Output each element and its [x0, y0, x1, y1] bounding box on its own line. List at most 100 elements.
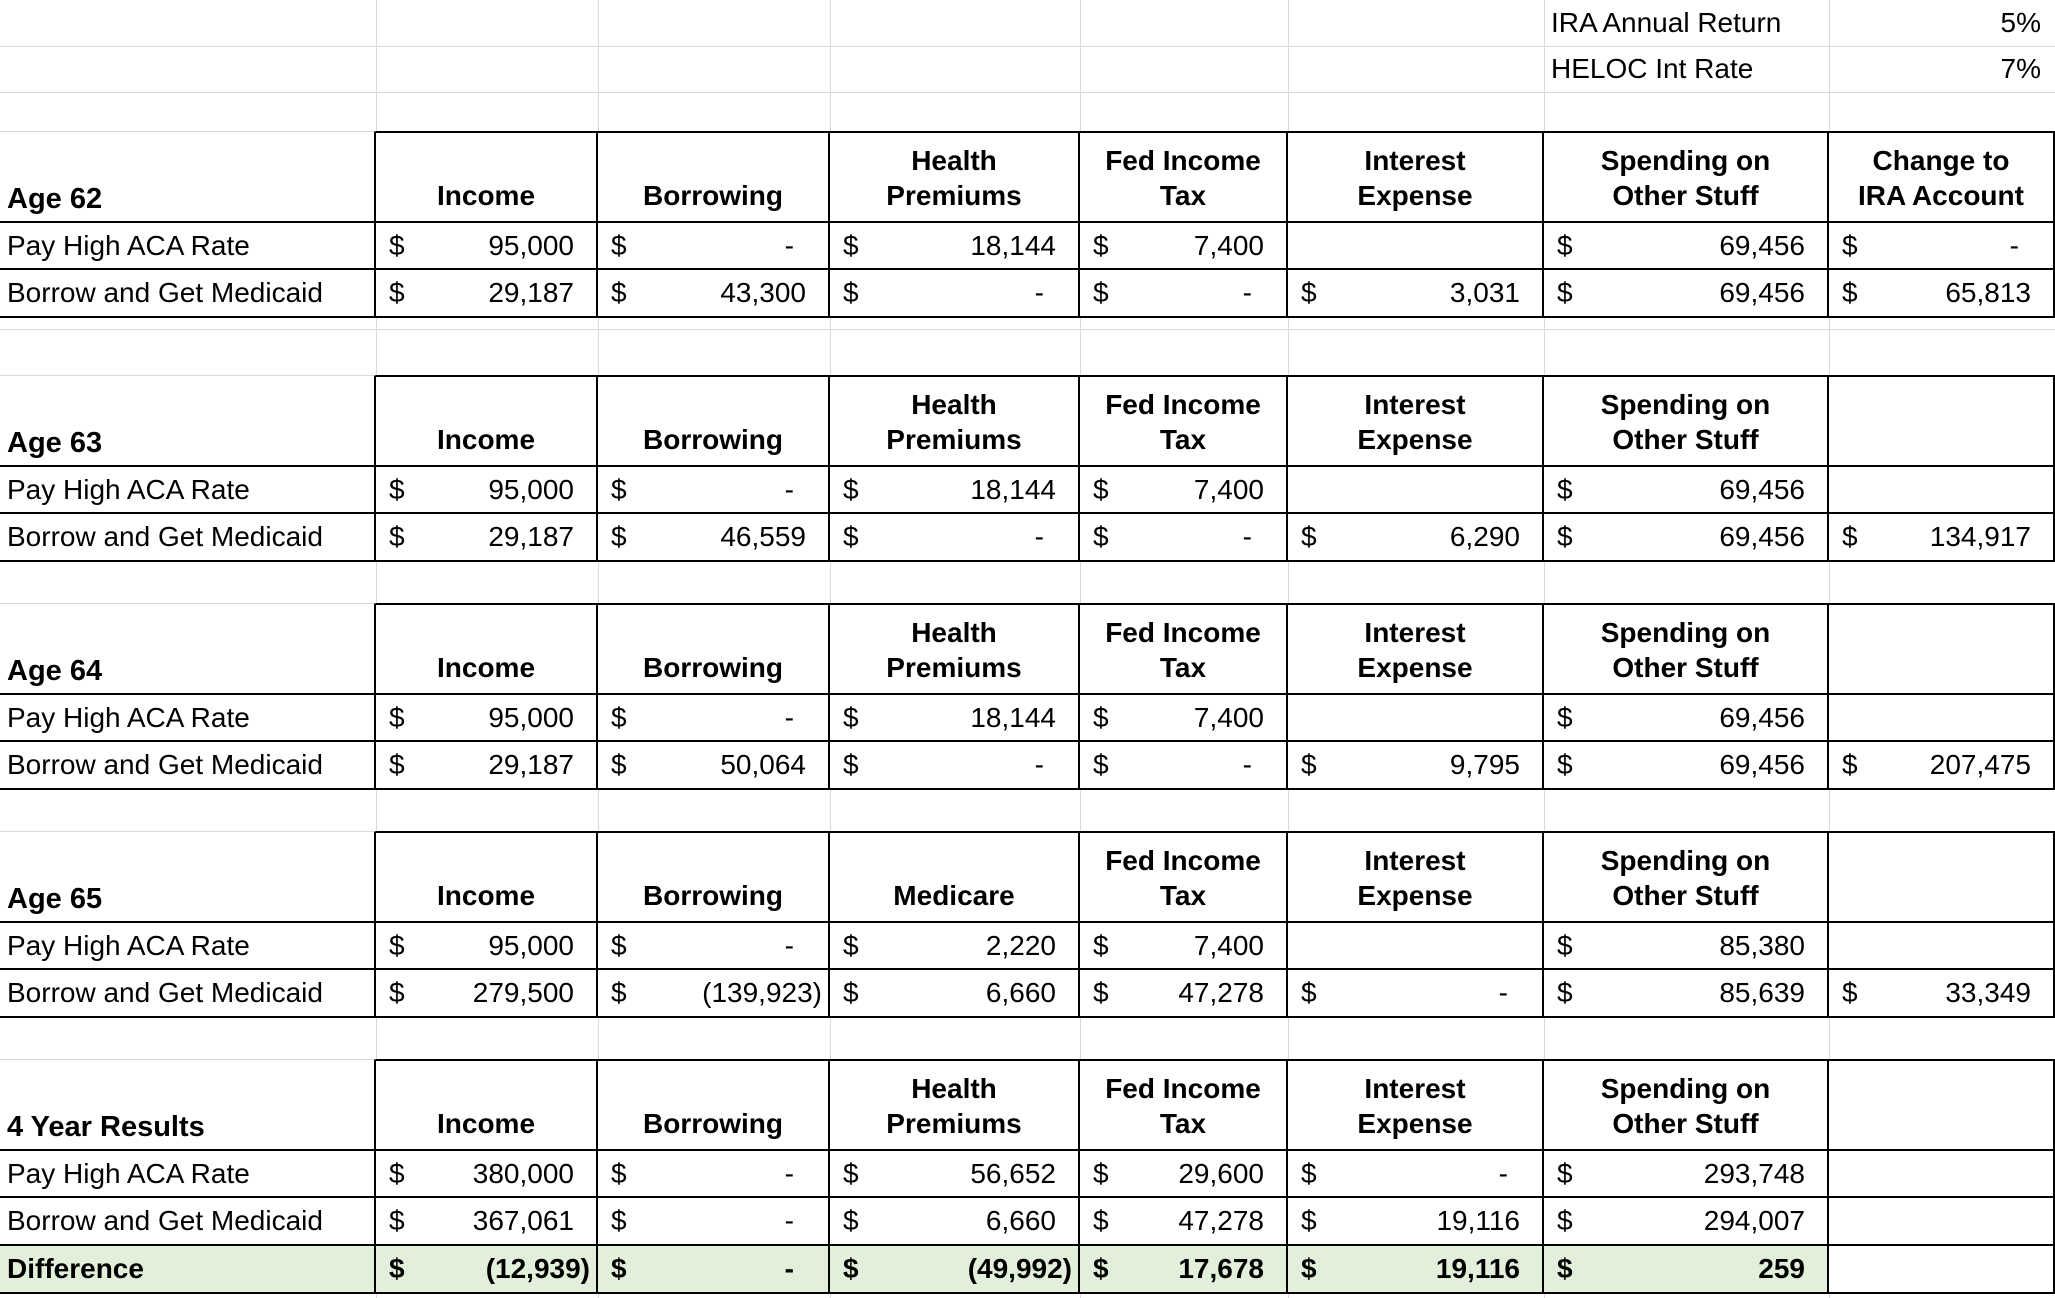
column-header-empty[interactable] — [1829, 375, 2055, 467]
row-label[interactable]: Pay High ACA Rate — [0, 695, 376, 742]
empty-cell[interactable] — [1829, 467, 2055, 514]
column-header-spending-on-other-stuff[interactable]: Spending on Other Stuff — [1544, 603, 1829, 695]
value-cell[interactable]: $3,031 — [1288, 270, 1544, 318]
config-label[interactable]: HELOC Int Rate — [1551, 53, 1754, 84]
row-label[interactable]: Borrow and Get Medicaid — [0, 514, 376, 562]
empty-cell[interactable] — [1288, 467, 1544, 514]
value-cell[interactable]: $6,660 — [830, 970, 1080, 1018]
column-header-income[interactable]: Income — [376, 131, 598, 223]
column-header-health-premiums[interactable]: Health Premiums — [830, 131, 1080, 223]
section-title[interactable]: Age 65 — [0, 831, 376, 923]
value-cell[interactable]: $43,300 — [598, 270, 830, 318]
row-label[interactable]: Borrow and Get Medicaid — [0, 270, 376, 318]
value-cell[interactable]: $69,456 — [1544, 742, 1829, 790]
column-header-fed-income-tax[interactable]: Fed Income Tax — [1080, 831, 1288, 923]
value-cell[interactable]: $95,000 — [376, 223, 598, 270]
column-header-interest-expense[interactable]: Interest Expense — [1288, 131, 1544, 223]
value-cell[interactable]: $69,456 — [1544, 695, 1829, 742]
value-cell[interactable]: $367,061 — [376, 1198, 598, 1246]
value-cell[interactable]: $ - — [598, 467, 830, 514]
section-title[interactable]: Age 63 — [0, 375, 376, 467]
empty-cell[interactable] — [1829, 1151, 2055, 1198]
value-cell[interactable]: $6,290 — [1288, 514, 1544, 562]
row-label[interactable]: Borrow and Get Medicaid — [0, 1198, 376, 1246]
value-cell[interactable]: $ - — [1080, 270, 1288, 318]
value-cell[interactable]: $19,116 — [1288, 1198, 1544, 1246]
value-cell[interactable]: $ - — [598, 1151, 830, 1198]
value-cell[interactable]: $ - — [1288, 1151, 1544, 1198]
value-cell[interactable]: $47,278 — [1080, 970, 1288, 1018]
column-header-income[interactable]: Income — [376, 1059, 598, 1151]
value-cell[interactable]: $259 — [1544, 1246, 1829, 1294]
column-header-spending-on-other-stuff[interactable]: Spending on Other Stuff — [1544, 1059, 1829, 1151]
column-header-fed-income-tax[interactable]: Fed Income Tax — [1080, 131, 1288, 223]
column-header-interest-expense[interactable]: Interest Expense — [1288, 603, 1544, 695]
column-header-health-premiums[interactable]: Health Premiums — [830, 603, 1080, 695]
section-title[interactable]: 4 Year Results — [0, 1059, 376, 1151]
value-cell[interactable]: $33,349 — [1829, 970, 2055, 1018]
column-header-interest-expense[interactable]: Interest Expense — [1288, 1059, 1544, 1151]
column-header-spending-on-other-stuff[interactable]: Spending on Other Stuff — [1544, 375, 1829, 467]
value-cell[interactable]: $69,456 — [1544, 223, 1829, 270]
value-cell[interactable]: $ - — [598, 223, 830, 270]
value-cell[interactable]: $ - — [598, 923, 830, 970]
value-cell[interactable]: $ - — [1288, 970, 1544, 1018]
value-cell[interactable]: $293,748 — [1544, 1151, 1829, 1198]
value-cell[interactable]: $ - — [1080, 514, 1288, 562]
section-title[interactable]: Age 64 — [0, 603, 376, 695]
value-cell[interactable]: $95,000 — [376, 923, 598, 970]
value-cell[interactable]: $7,400 — [1080, 923, 1288, 970]
value-cell[interactable]: $85,639 — [1544, 970, 1829, 1018]
value-cell[interactable]: $ - — [830, 742, 1080, 790]
value-cell[interactable]: $7,400 — [1080, 223, 1288, 270]
value-cell[interactable]: $ - — [830, 514, 1080, 562]
column-header-income[interactable]: Income — [376, 603, 598, 695]
value-cell[interactable]: $134,917 — [1829, 514, 2055, 562]
value-cell[interactable]: $69,456 — [1544, 467, 1829, 514]
column-header-empty[interactable] — [1829, 603, 2055, 695]
column-header-income[interactable]: Income — [376, 831, 598, 923]
value-cell[interactable]: $ - — [598, 1198, 830, 1246]
row-label[interactable]: Pay High ACA Rate — [0, 223, 376, 270]
value-cell[interactable]: $95,000 — [376, 695, 598, 742]
column-header-income[interactable]: Income — [376, 375, 598, 467]
value-cell[interactable]: $ - — [598, 1246, 830, 1294]
column-header-fed-income-tax[interactable]: Fed Income Tax — [1080, 1059, 1288, 1151]
value-cell[interactable]: $ (49,992) — [830, 1246, 1080, 1294]
row-label[interactable]: Difference — [0, 1246, 376, 1294]
value-cell[interactable]: $19,116 — [1288, 1246, 1544, 1294]
value-cell[interactable]: $85,380 — [1544, 923, 1829, 970]
column-header-borrowing[interactable]: Borrowing — [598, 831, 830, 923]
value-cell[interactable]: $95,000 — [376, 467, 598, 514]
value-cell[interactable]: $65,813 — [1829, 270, 2055, 318]
column-header-empty[interactable] — [1829, 831, 2055, 923]
column-header-interest-expense[interactable]: Interest Expense — [1288, 375, 1544, 467]
empty-cell[interactable] — [1288, 223, 1544, 270]
value-cell[interactable]: $ - — [830, 270, 1080, 318]
column-header-fed-income-tax[interactable]: Fed Income Tax — [1080, 375, 1288, 467]
column-header-empty[interactable] — [1829, 1059, 2055, 1151]
row-label[interactable]: Pay High ACA Rate — [0, 923, 376, 970]
row-label[interactable]: Borrow and Get Medicaid — [0, 970, 376, 1018]
value-cell[interactable]: $294,007 — [1544, 1198, 1829, 1246]
column-header-health-premiums[interactable]: Health Premiums — [830, 375, 1080, 467]
config-value[interactable]: 7% — [2000, 53, 2041, 84]
column-header-borrowing[interactable]: Borrowing — [598, 375, 830, 467]
value-cell[interactable]: $ - — [1829, 223, 2055, 270]
column-header-fed-income-tax[interactable]: Fed Income Tax — [1080, 603, 1288, 695]
value-cell[interactable]: $69,456 — [1544, 514, 1829, 562]
config-value[interactable]: 5% — [2000, 7, 2041, 38]
value-cell[interactable]: $29,600 — [1080, 1151, 1288, 1198]
column-header-borrowing[interactable]: Borrowing — [598, 1059, 830, 1151]
empty-cell[interactable] — [1829, 923, 2055, 970]
empty-cell[interactable] — [1288, 695, 1544, 742]
empty-cell[interactable] — [1829, 1246, 2055, 1294]
column-header-medicare[interactable]: Medicare — [830, 831, 1080, 923]
value-cell[interactable]: $29,187 — [376, 742, 598, 790]
value-cell[interactable]: $50,064 — [598, 742, 830, 790]
value-cell[interactable]: $ (12,939) — [376, 1246, 598, 1294]
section-title[interactable]: Age 62 — [0, 131, 376, 223]
value-cell[interactable]: $18,144 — [830, 695, 1080, 742]
value-cell[interactable]: $380,000 — [376, 1151, 598, 1198]
value-cell[interactable]: $2,220 — [830, 923, 1080, 970]
